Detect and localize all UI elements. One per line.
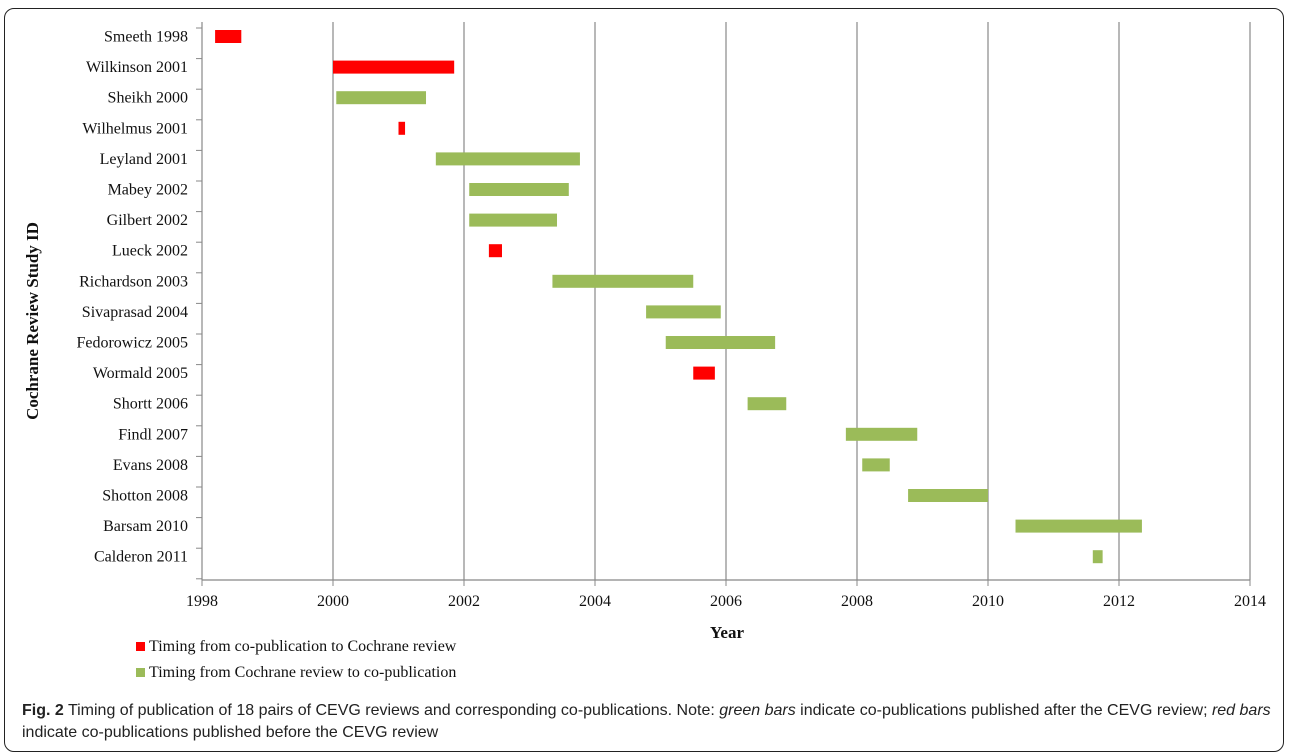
x-tick-label: 2014 bbox=[1234, 593, 1266, 610]
category-label: Shotton 2008 bbox=[102, 488, 188, 505]
range-bar-before bbox=[488, 244, 502, 258]
range-bar-before bbox=[215, 30, 242, 43]
legend-label-before: Timing from co-publication to Cochrane r… bbox=[149, 638, 457, 655]
caption-text-2: indicate co-publications published after… bbox=[795, 702, 1212, 719]
figure-frame bbox=[4, 8, 1284, 752]
x-axis-title: Year bbox=[710, 623, 744, 642]
range-bar-after bbox=[336, 91, 427, 105]
grid-lines bbox=[332, 22, 1251, 580]
gantt-chart: Smeeth 1998 Wilkinson 2001 Sheikh 2000 Wilh… bbox=[23, 22, 1266, 681]
x-tick-label: 1998 bbox=[186, 593, 218, 610]
range-bar-after bbox=[469, 183, 569, 196]
x-tick-label: 2004 bbox=[579, 593, 611, 610]
x-tick-label: 2012 bbox=[1103, 593, 1135, 610]
range-bar-after bbox=[862, 458, 890, 472]
category-label: Calderon 2011 bbox=[94, 549, 188, 566]
range-bar-after bbox=[552, 274, 694, 288]
x-tick-label: 2010 bbox=[972, 593, 1004, 610]
legend-swatch-after bbox=[136, 668, 145, 677]
legend: Timing from co-publication to Cochrane r… bbox=[136, 638, 457, 681]
legend-swatch-before bbox=[136, 642, 145, 651]
caption-fig-label: Fig. 2 bbox=[22, 702, 64, 719]
category-label: Mabey 2002 bbox=[108, 182, 188, 199]
range-bar-after bbox=[1015, 519, 1142, 533]
caption-italic-green: green bars bbox=[719, 702, 796, 719]
range-bar-after bbox=[469, 213, 558, 227]
range-bar-after bbox=[747, 397, 787, 411]
category-label: Sheikh 2000 bbox=[108, 90, 188, 107]
legend-label-after: Timing from Cochrane review to co-public… bbox=[149, 664, 456, 681]
category-label: Shortt 2006 bbox=[113, 396, 188, 413]
category-label: Lueck 2002 bbox=[112, 243, 188, 260]
category-label: Wilhelmus 2001 bbox=[82, 120, 188, 137]
x-tick-label: 2006 bbox=[710, 593, 742, 610]
caption-italic-red: red bars bbox=[1211, 702, 1271, 719]
range-bar-before bbox=[333, 60, 455, 74]
x-tick-label: 2002 bbox=[448, 593, 480, 610]
category-label: Richardson 2003 bbox=[79, 273, 188, 290]
category-label: Barsam 2010 bbox=[103, 518, 188, 535]
category-label: Findl 2007 bbox=[118, 426, 188, 443]
range-bar-after bbox=[1092, 550, 1103, 564]
range-bar-before bbox=[398, 121, 406, 135]
range-bar-after bbox=[646, 305, 721, 319]
category-label: Evans 2008 bbox=[113, 457, 188, 474]
category-label: Fedorowicz 2005 bbox=[76, 335, 188, 352]
category-label: Leyland 2001 bbox=[100, 151, 188, 168]
y-axis-title: Cochrane Review Study ID bbox=[23, 222, 42, 420]
x-tick-labels: 1998 2000 2002 2004 2006 2008 2010 2012 2014 bbox=[186, 593, 1266, 610]
range-bar-after bbox=[435, 152, 580, 166]
caption-text-1: Timing of publication of 18 pairs of CEV… bbox=[63, 702, 720, 719]
range-bar-after bbox=[845, 427, 918, 441]
range-bar-before bbox=[693, 366, 715, 380]
category-label: Sivaprasad 2004 bbox=[82, 304, 188, 321]
range-bar-after bbox=[665, 336, 776, 349]
x-tick-label: 2000 bbox=[317, 593, 349, 610]
caption-text-3: indicate co-publications published befor… bbox=[22, 724, 439, 741]
range-bar-after bbox=[908, 489, 988, 502]
range-bars bbox=[215, 30, 1142, 564]
category-label: Smeeth 1998 bbox=[104, 29, 188, 46]
category-label: Wormald 2005 bbox=[93, 365, 188, 382]
category-label: Wilkinson 2001 bbox=[86, 59, 188, 76]
figure-caption: Fig. 2 Timing of publication of 18 pairs… bbox=[22, 700, 1272, 744]
category-labels: Smeeth 1998 Wilkinson 2001 Sheikh 2000 Wilh… bbox=[76, 29, 188, 566]
axes bbox=[196, 22, 1251, 586]
x-tick-label: 2008 bbox=[841, 593, 873, 610]
category-label: Gilbert 2002 bbox=[107, 212, 188, 229]
